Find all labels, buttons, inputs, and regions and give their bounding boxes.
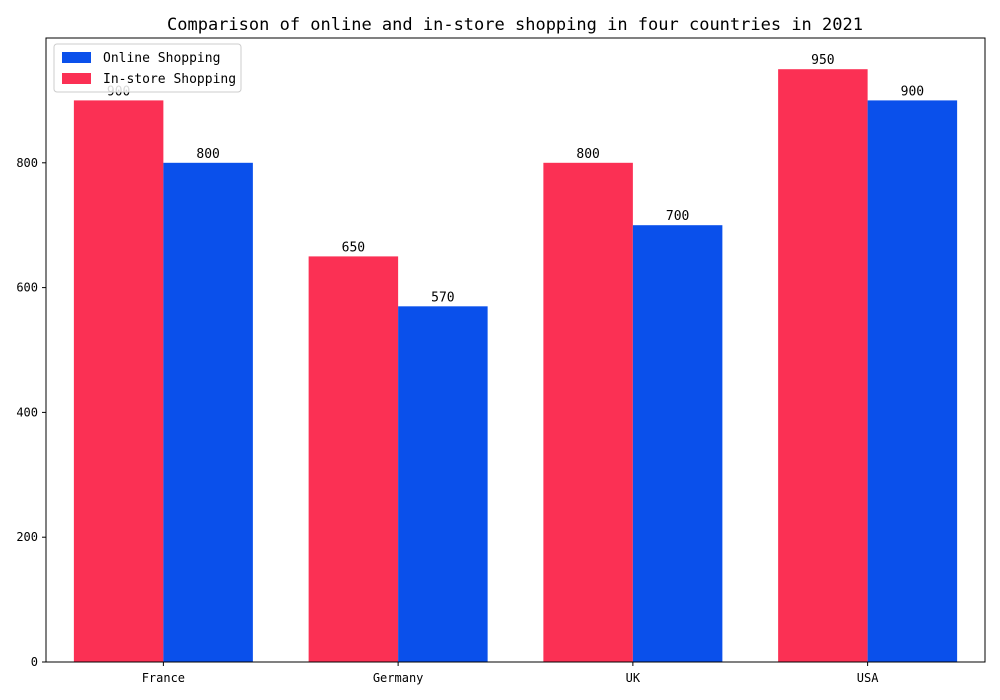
bar-in-store-shopping-germany: [308, 256, 399, 662]
legend: Online Shopping In-store Shopping: [53, 43, 242, 93]
y-tick-label: 200: [16, 530, 38, 544]
chart-title: Comparison of online and in-store shoppi…: [167, 15, 863, 35]
legend-box: [53, 43, 242, 93]
x-tick-label: USA: [857, 671, 879, 685]
legend-label-in-store-shopping: In-store Shopping: [103, 72, 236, 87]
x-tick-label: UK: [626, 671, 641, 685]
legend-swatch-online-shopping: [62, 52, 91, 63]
x-tick-label: France: [142, 671, 185, 685]
plot-frame: [45, 37, 986, 663]
bar-online-shopping-france: [163, 162, 253, 663]
y-tick-label: 400: [16, 405, 38, 419]
y-tick-label: 800: [16, 156, 38, 170]
bar-label-in-store-shopping-germany: 650: [342, 240, 365, 255]
bar-in-store-shopping-france: [73, 100, 164, 662]
bar-label-online-shopping-uk: 700: [666, 209, 689, 224]
bar-online-shopping-germany: [398, 306, 488, 662]
bars-layer: [73, 69, 958, 663]
y-tick-label: 0: [31, 655, 38, 669]
axes-layer: 0 200 400 600 800 France Germany UK USA: [16, 37, 986, 685]
bar-label-in-store-shopping-uk: 800: [576, 147, 599, 162]
bar-in-store-shopping-usa: [778, 69, 868, 662]
legend-label-online-shopping: Online Shopping: [103, 51, 220, 66]
bar-label-online-shopping-france: 800: [196, 147, 219, 162]
bar-label-online-shopping-germany: 570: [431, 290, 454, 305]
bar-label-online-shopping-usa: 900: [901, 84, 924, 99]
y-tick-label: 600: [16, 281, 38, 295]
bar-online-shopping-usa: [867, 100, 958, 662]
legend-swatch-in-store-shopping: [62, 73, 91, 84]
x-tick-label: Germany: [373, 671, 424, 685]
bar-in-store-shopping-uk: [543, 162, 633, 663]
bar-label-in-store-shopping-usa: 950: [811, 53, 834, 68]
bar-online-shopping-uk: [632, 225, 723, 662]
